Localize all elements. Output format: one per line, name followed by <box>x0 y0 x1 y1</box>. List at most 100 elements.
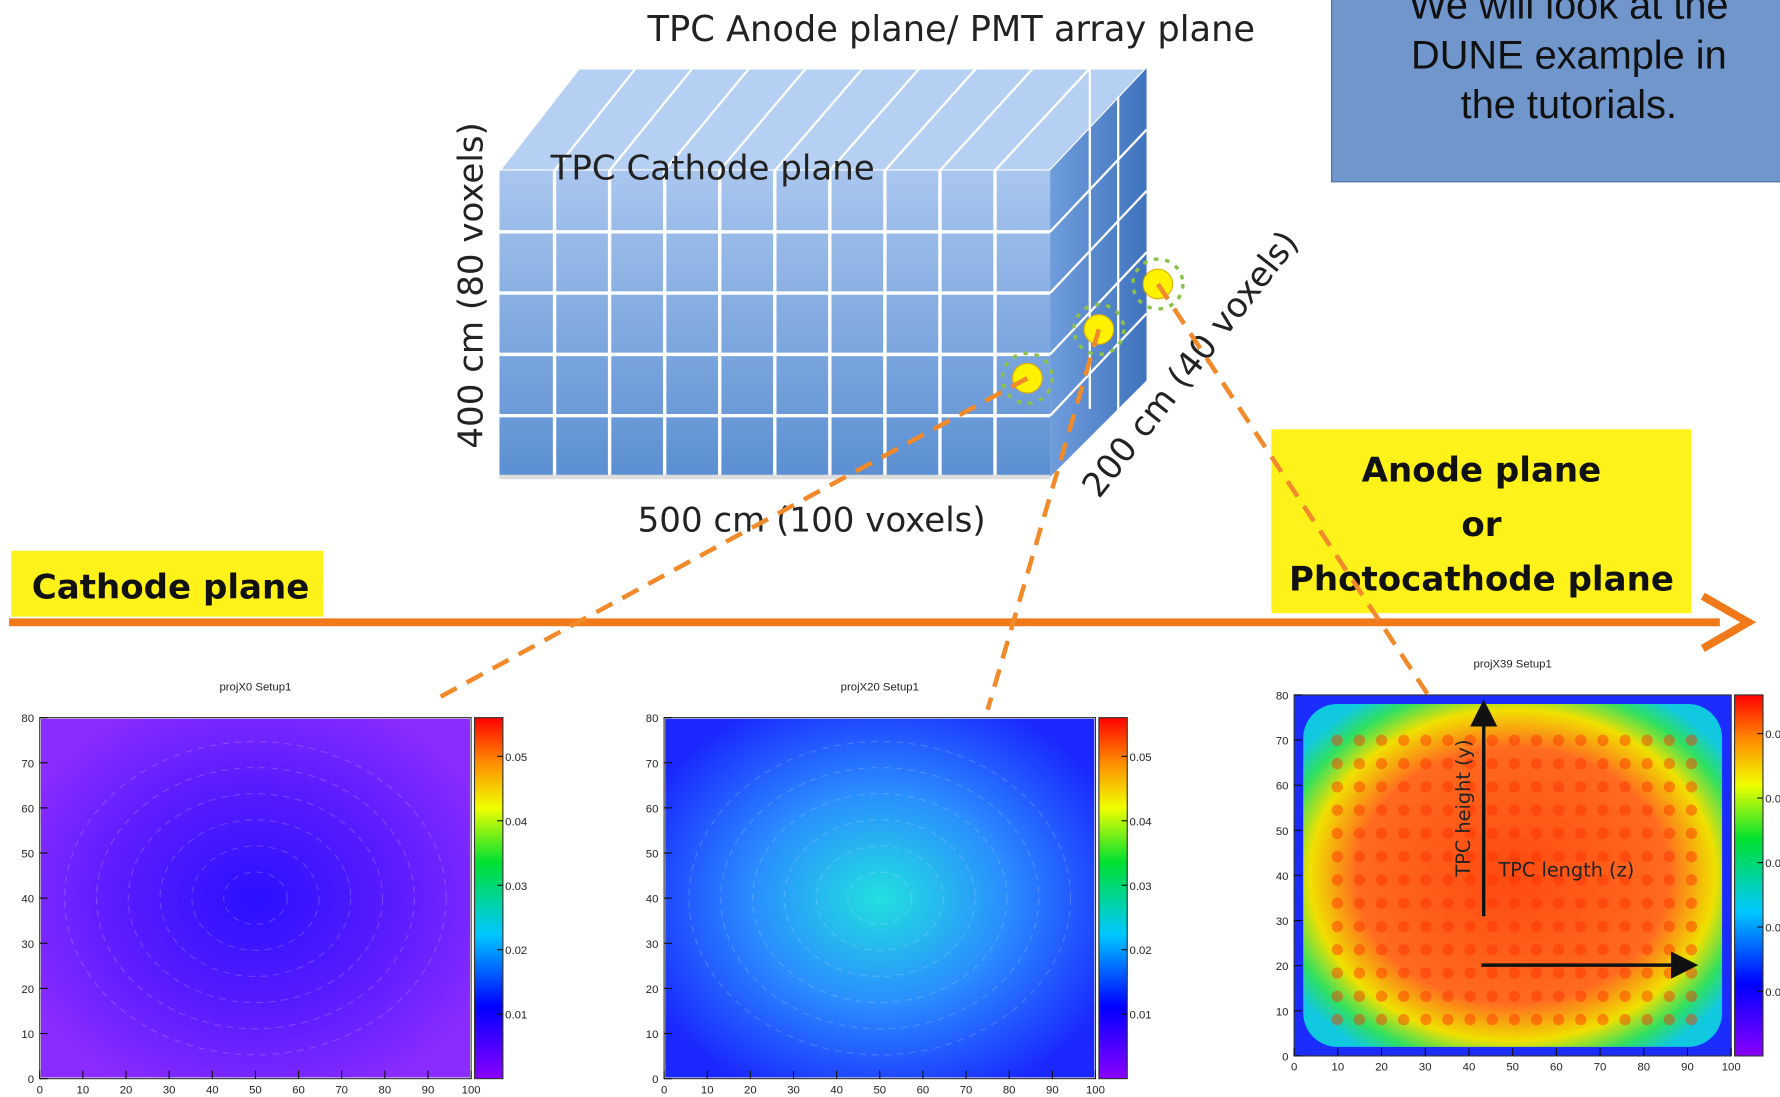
plot-title: projX20 Setup1 <box>841 681 919 693</box>
voxel-spot <box>1553 898 1564 909</box>
voxel-spot <box>1332 898 1343 909</box>
colorbar-tick-label: 0.0 <box>1765 987 1780 999</box>
y-tick-label: 10 <box>21 1029 34 1041</box>
voxel-spot <box>1575 758 1586 769</box>
voxel-spot <box>1420 851 1431 862</box>
voxel-spot <box>1642 921 1653 932</box>
colorbar-tick-label: 0.0 <box>1765 923 1780 935</box>
voxel-spot <box>1531 804 1542 815</box>
voxel-spot <box>1509 735 1520 746</box>
voxel-spot <box>1464 921 1475 932</box>
voxel-spot <box>1553 967 1564 978</box>
voxel-spot <box>1531 944 1542 955</box>
voxel-spot <box>1332 874 1343 885</box>
voxel-spot <box>1420 921 1431 932</box>
voxel-spot <box>1420 781 1431 792</box>
colorbar-tick-label: 0.03 <box>1130 881 1152 893</box>
voxel-spot <box>1619 991 1630 1002</box>
y-tick-label: 10 <box>646 1029 659 1041</box>
voxel-spot <box>1664 991 1675 1002</box>
voxel-spot <box>1332 921 1343 932</box>
voxel-spot <box>1597 781 1608 792</box>
voxel-spot <box>1487 874 1498 885</box>
voxel-spot <box>1354 898 1365 909</box>
voxel-spot <box>1686 921 1697 932</box>
voxel-spot <box>1420 967 1431 978</box>
x-tick-label: 60 <box>917 1084 930 1096</box>
heatmap <box>41 719 470 1078</box>
x-tick-label: 20 <box>1375 1062 1388 1074</box>
arrow-label: TPC height (y) <box>1452 740 1475 878</box>
voxel-spot <box>1509 781 1520 792</box>
voxel-spot <box>1332 991 1343 1002</box>
voxel-spot <box>1664 874 1675 885</box>
voxel-spot <box>1597 921 1608 932</box>
voxel-spot <box>1686 991 1697 1002</box>
voxel-spot <box>1487 944 1498 955</box>
voxel-spot <box>1420 944 1431 955</box>
y-tick-label: 60 <box>21 803 34 815</box>
voxel-spot <box>1686 735 1697 746</box>
y-tick-label: 60 <box>1276 781 1289 793</box>
voxel-spot <box>1420 898 1431 909</box>
x-tick-label: 30 <box>787 1084 800 1096</box>
voxel-spot <box>1509 804 1520 815</box>
voxel-spot <box>1398 991 1409 1002</box>
voxel-spot <box>1376 851 1387 862</box>
voxel-spot <box>1354 804 1365 815</box>
page: We will look at theDUNE example inthe tu… <box>0 0 1780 1097</box>
arrow-label: TPC length (z) <box>1497 859 1634 882</box>
voxel-spot <box>1398 967 1409 978</box>
y-tick-label: 20 <box>1276 961 1289 973</box>
voxel-spot <box>1376 735 1387 746</box>
x-tick-label: 20 <box>744 1084 757 1096</box>
voxel-spot <box>1575 804 1586 815</box>
voxel-spot <box>1575 921 1586 932</box>
voxel-spot <box>1686 851 1697 862</box>
voxel-spot <box>1332 851 1343 862</box>
voxel-spot <box>1487 851 1498 862</box>
voxel-spot <box>1575 967 1586 978</box>
voxel-spot <box>1531 758 1542 769</box>
voxel-spot <box>1354 851 1365 862</box>
voxel-spot <box>1332 967 1343 978</box>
cathode-tag: Cathode plane <box>32 567 310 607</box>
colorbar <box>1735 695 1763 1056</box>
voxel-spot <box>1420 735 1431 746</box>
x-tick-label: 90 <box>422 1084 435 1096</box>
voxel-spot <box>1376 967 1387 978</box>
voxel-spot <box>1619 804 1630 815</box>
voxel-spot <box>1509 967 1520 978</box>
voxel-spot <box>1553 804 1564 815</box>
voxel-spot <box>1420 991 1431 1002</box>
height-label: 400 cm (80 voxels) <box>451 122 491 448</box>
x-tick-label: 60 <box>1550 1062 1563 1074</box>
anode-tag-line: Photocathode plane <box>1289 560 1674 600</box>
x-tick-label: 30 <box>163 1084 176 1096</box>
voxel-spot <box>1442 1014 1453 1025</box>
voxel-spot <box>1597 804 1608 815</box>
voxel-spot <box>1332 735 1343 746</box>
voxel-spot <box>1464 967 1475 978</box>
voxel-spot <box>1487 804 1498 815</box>
y-tick-label: 20 <box>21 984 34 996</box>
voxel-spot <box>1442 921 1453 932</box>
voxel-spot <box>1509 921 1520 932</box>
y-tick-label: 50 <box>21 849 34 861</box>
voxel-spot <box>1442 967 1453 978</box>
voxel-spot <box>1642 804 1653 815</box>
voxel-spot <box>1619 735 1630 746</box>
voxel-spot <box>1420 828 1431 839</box>
voxel-spot <box>1642 967 1653 978</box>
voxel-spot <box>1619 921 1630 932</box>
y-tick-label: 60 <box>646 803 659 815</box>
voxel-spot <box>1376 944 1387 955</box>
voxel-spot <box>1664 851 1675 862</box>
y-tick-label: 80 <box>1276 690 1289 702</box>
plot-title: projX39 Setup1 <box>1474 659 1552 671</box>
voxel-spot <box>1376 991 1387 1002</box>
voxel-spot <box>1664 1014 1675 1025</box>
x-tick-label: 80 <box>379 1084 392 1096</box>
voxel-spot <box>1398 898 1409 909</box>
